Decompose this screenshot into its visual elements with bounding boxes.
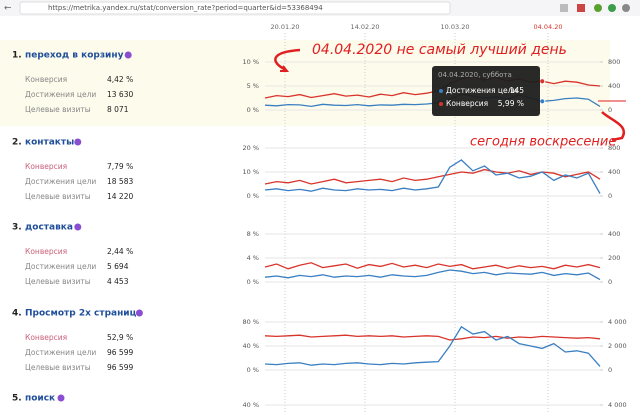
- tooltip-label: Конверсия: [446, 99, 488, 108]
- metric-label: Конверсия: [25, 247, 67, 256]
- metric-label: Достижения цели: [25, 90, 96, 99]
- metric-label: Конверсия: [25, 162, 67, 171]
- tooltip: 04.04.2020, суббота Достижения цели 145 …: [432, 66, 540, 116]
- goal-badge: [57, 394, 65, 402]
- y2-tick-label: 200: [608, 254, 620, 262]
- metric-label: Целевые визиты: [25, 105, 91, 114]
- metric-label: Конверсия: [25, 75, 67, 84]
- metric-value: 4 453: [107, 277, 129, 286]
- y2-tick-label: 0: [608, 366, 612, 374]
- annotation: сегодня воскресение: [470, 135, 616, 150]
- y2-tick-label: 400: [608, 82, 620, 90]
- y-tick-label: 10 %: [242, 58, 259, 66]
- toolbar-icons: [560, 4, 630, 12]
- hover-point: [539, 98, 546, 105]
- metric-label: Достижения цели: [25, 262, 96, 271]
- goal-index: 4.: [12, 309, 22, 319]
- metric-value: 14 220: [107, 192, 133, 201]
- metric-label: Конверсия: [25, 333, 67, 342]
- series-line: [264, 168, 601, 185]
- y-tick-label: 5 %: [247, 82, 259, 90]
- y-tick-label: 0 %: [247, 106, 259, 114]
- goal-badge: [135, 309, 143, 317]
- metric-value: 5 694: [107, 262, 129, 271]
- y2-tick-label: 0: [608, 106, 612, 114]
- metric-label: Целевые визиты: [25, 192, 91, 201]
- series-line: [264, 262, 601, 270]
- y-tick-label: 40 %: [242, 401, 259, 409]
- metric-value: 8 071: [107, 105, 129, 114]
- metric-value: 18 583: [107, 177, 133, 186]
- series-line: [264, 325, 601, 367]
- metric-value: 7,79 %: [107, 162, 133, 171]
- tooltip-value: 145: [510, 86, 525, 95]
- goal-badge: [124, 51, 132, 59]
- y-tick-label: 4 %: [247, 254, 259, 262]
- annotation: 04.04.2020 не самый лучший день: [312, 42, 567, 58]
- tooltip-title: 04.04.2020, суббота: [438, 71, 512, 79]
- y-tick-label: 20 %: [242, 144, 259, 152]
- y2-tick-label: 4 000: [608, 318, 627, 326]
- y-tick-label: 80 %: [242, 318, 259, 326]
- y2-tick-label: 0: [608, 278, 612, 286]
- annotation-arrow: [601, 111, 626, 142]
- goal-badge: [74, 138, 82, 146]
- metric-value: 96 599: [107, 363, 133, 372]
- metric-value: 96 599: [107, 348, 133, 357]
- y2-tick-label: 800: [608, 144, 620, 152]
- goal-name[interactable]: контакты: [25, 138, 74, 148]
- goal-name[interactable]: поиск: [25, 394, 55, 404]
- date-label: 20.01.20: [271, 23, 300, 31]
- metric-value: 4,42 %: [107, 75, 133, 84]
- goal-name[interactable]: доставка: [25, 223, 73, 233]
- date-label: 10.03.20: [441, 23, 470, 31]
- goal-name[interactable]: Просмотр 2х страниц: [25, 309, 137, 319]
- y-tick-label: 0 %: [247, 192, 259, 200]
- metric-label: Достижения цели: [25, 177, 96, 186]
- date-label: 04.04.20: [534, 23, 563, 31]
- metric-label: Целевые визиты: [25, 363, 91, 372]
- goal-badge: [74, 223, 82, 231]
- tooltip-value: 5,99 %: [498, 99, 524, 108]
- y-tick-label: 8 %: [247, 230, 259, 238]
- back-icon[interactable]: ←: [4, 4, 12, 14]
- series-line: [264, 269, 601, 281]
- y2-tick-label: 0: [608, 192, 612, 200]
- date-label: 14.02.20: [351, 23, 380, 31]
- series-line: [264, 334, 601, 341]
- y2-tick-label: 400: [608, 168, 620, 176]
- metric-value: 52,9 %: [107, 333, 133, 342]
- y-tick-label: 0 %: [247, 366, 259, 374]
- y-tick-label: 10 %: [242, 168, 259, 176]
- goal-index: 5.: [12, 394, 22, 404]
- url: https://metrika.yandex.ru/stat/conversio…: [48, 4, 323, 12]
- metric-value: 13 630: [107, 90, 133, 99]
- goal-name[interactable]: переход в корзину: [25, 51, 124, 61]
- tooltip-label: Достижения цели: [446, 86, 517, 95]
- y-tick-label: 40 %: [242, 342, 259, 350]
- goal-index: 3.: [12, 223, 22, 233]
- goal-index: 2.: [12, 138, 22, 148]
- y2-tick-label: 800: [608, 58, 620, 66]
- hover-point: [539, 78, 546, 85]
- y-tick-label: 0 %: [247, 278, 259, 286]
- annotation-arrow: [274, 48, 301, 72]
- annotation-arrow-head: [280, 65, 290, 72]
- y2-tick-label: 2 000: [608, 342, 627, 350]
- series-line: [264, 159, 601, 194]
- metric-label: Достижения цели: [25, 348, 96, 357]
- y2-tick-label: 400: [608, 230, 620, 238]
- metric-label: Целевые визиты: [25, 277, 91, 286]
- metric-value: 2,44 %: [107, 247, 133, 256]
- address-bar[interactable]: [19, 1, 451, 15]
- goal-index: 1.: [12, 51, 22, 61]
- y2-tick-label: 4 000: [608, 401, 627, 409]
